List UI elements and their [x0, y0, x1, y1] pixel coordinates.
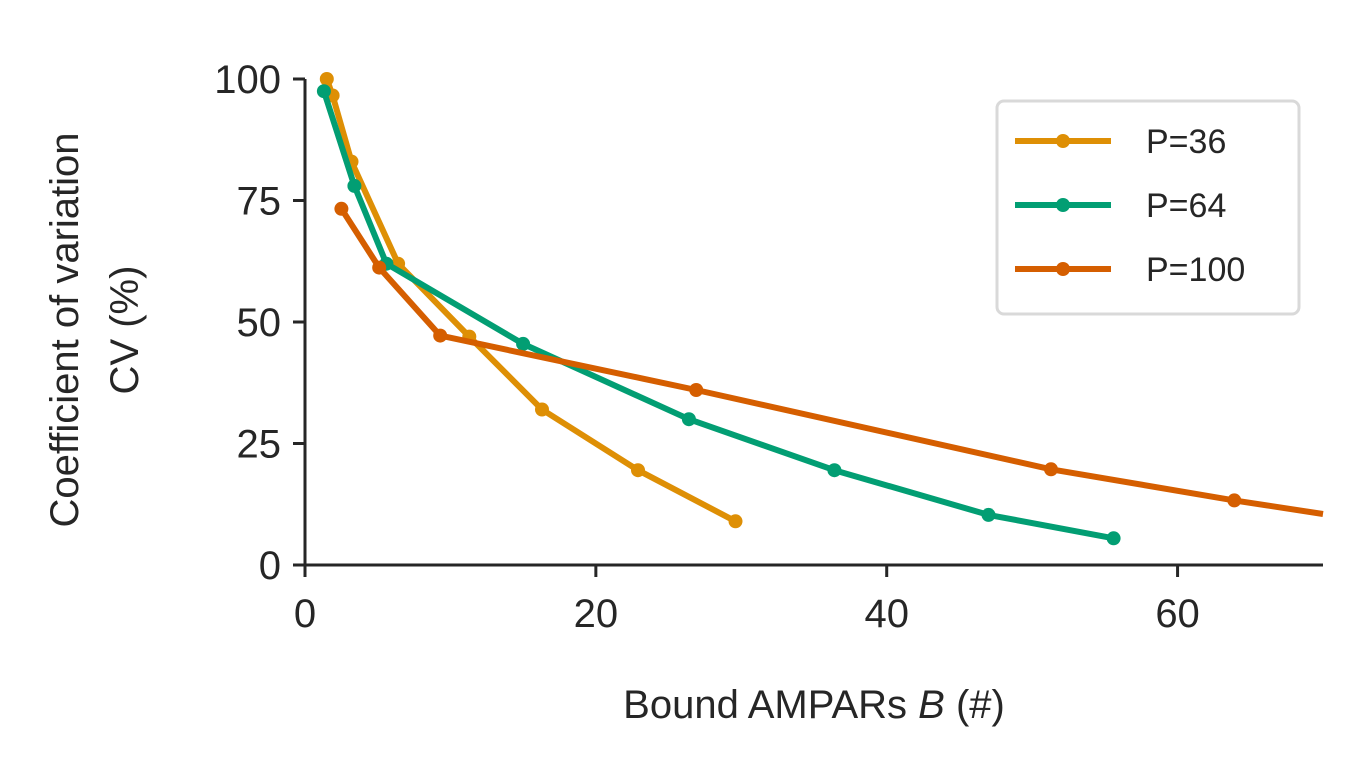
legend-frame — [995, 99, 1301, 316]
data-point — [728, 514, 743, 529]
series-0 — [319, 72, 743, 529]
x-axis-title-prefix: Bound AMPARs — [623, 683, 918, 727]
data-point — [516, 336, 531, 351]
data-point — [1106, 531, 1121, 546]
data-point — [1227, 493, 1242, 508]
legend-entry: P=100 — [1015, 251, 1245, 289]
legend-swatch-marker — [1056, 198, 1070, 212]
series-2 — [334, 201, 1324, 517]
y-tick-label: 100 — [214, 58, 281, 102]
y-tick-label: 50 — [237, 301, 282, 345]
data-point — [316, 84, 331, 99]
y-tick-label: 75 — [237, 180, 282, 224]
series-layer — [316, 72, 1324, 546]
x-tick-label: 20 — [574, 592, 619, 636]
x-tick-label: 60 — [1155, 592, 1200, 636]
y-tick-label: 0 — [259, 544, 281, 588]
x-axis-title: Bound AMPARs B (#) — [623, 683, 1005, 727]
y-axis-title-line1: Coefficient of variation — [43, 132, 87, 527]
series-line-0 — [323, 78, 737, 524]
x-tick-label: 40 — [864, 592, 909, 636]
data-point — [433, 328, 448, 343]
x-axis-title-variable: B — [918, 683, 945, 727]
legend-label: P=100 — [1146, 251, 1245, 289]
legend-entry: P=64 — [1015, 187, 1226, 225]
data-point — [372, 260, 387, 275]
data-point — [319, 72, 334, 86]
y-tick-label: 25 — [237, 423, 282, 467]
data-point — [981, 507, 996, 522]
legend-label: P=64 — [1146, 187, 1226, 225]
data-point — [827, 463, 842, 478]
legend-label: P=36 — [1146, 123, 1226, 161]
data-point — [681, 412, 696, 427]
data-point — [535, 402, 549, 417]
series-1 — [316, 84, 1121, 546]
x-axis-title-suffix: (#) — [945, 683, 1005, 727]
series-line-1 — [321, 90, 1115, 542]
y-axis-title: Coefficient of variation CV (%) — [43, 132, 147, 527]
y-axis-title-line2: CV (%) — [103, 266, 147, 395]
data-point — [334, 201, 349, 216]
ticks-layer: 0 20 40 60 0 25 50 75 100 — [214, 58, 1200, 636]
x-tick-label: 0 — [294, 592, 316, 636]
data-point — [1044, 462, 1058, 477]
legend-swatch-marker — [1056, 262, 1070, 276]
data-point — [347, 178, 362, 193]
data-point — [631, 463, 645, 478]
legend-swatch-marker — [1056, 134, 1070, 148]
legend-entry: P=36 — [1015, 123, 1226, 161]
legend: P=36 P=64 P=100 — [995, 99, 1301, 316]
data-point — [689, 383, 704, 397]
